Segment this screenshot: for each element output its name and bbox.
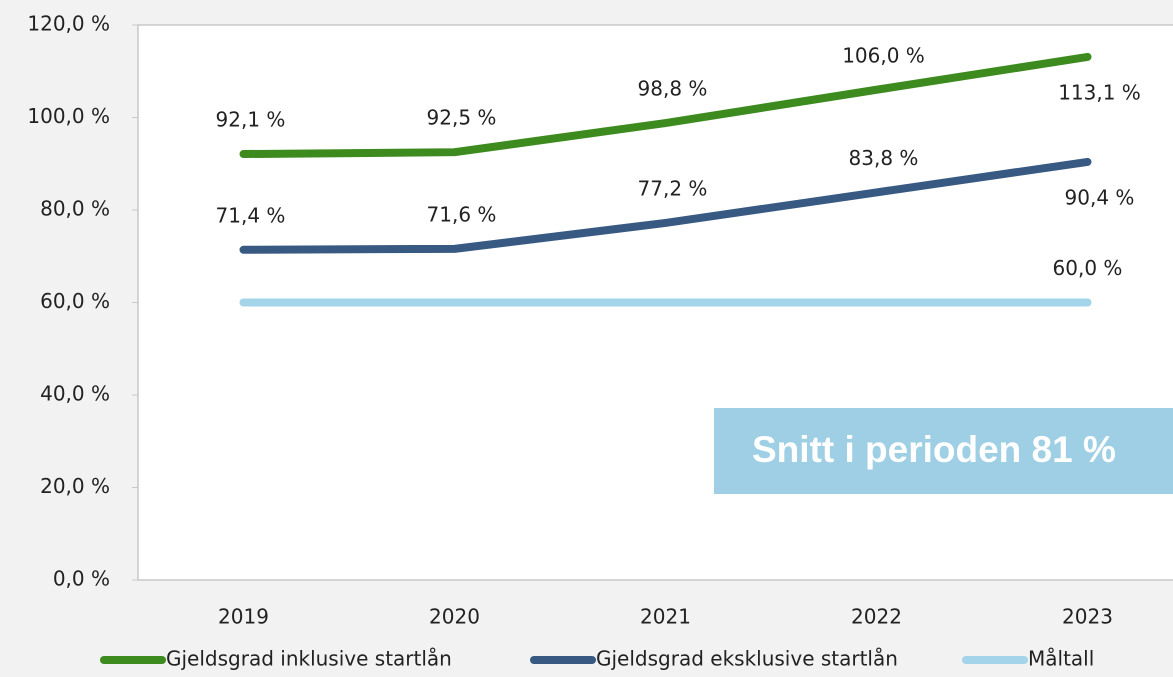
data-label: 83,8 % xyxy=(849,146,919,170)
y-tick-label: 60,0 % xyxy=(40,289,110,313)
y-tick-label: 100,0 % xyxy=(27,104,110,128)
y-tick-label: 40,0 % xyxy=(40,382,110,406)
y-tick-label: 120,0 % xyxy=(27,12,110,36)
legend-label: Gjeldsgrad eksklusive startlån xyxy=(596,647,898,671)
data-label: 113,1 % xyxy=(1058,80,1141,104)
annotation-box xyxy=(714,408,1173,494)
data-label: 98,8 % xyxy=(638,77,708,101)
data-label: 77,2 % xyxy=(638,176,708,200)
y-tick-label: 0,0 % xyxy=(53,567,110,591)
x-tick-label: 2021 xyxy=(640,605,691,629)
series-line xyxy=(239,157,1092,254)
annotation: Snitt i perioden 81 % xyxy=(752,429,1116,470)
x-tick-label: 2019 xyxy=(218,605,269,629)
data-label: 71,6 % xyxy=(427,202,497,226)
x-tick-label: 2020 xyxy=(429,605,480,629)
data-label: 92,5 % xyxy=(427,106,497,130)
x-tick-label: 2022 xyxy=(851,605,902,629)
x-tick-label: 2023 xyxy=(1062,605,1113,629)
series-line xyxy=(239,52,1092,159)
data-label: 92,1 % xyxy=(216,108,286,132)
data-label: 60,0 % xyxy=(1053,256,1123,280)
data-label: 106,0 % xyxy=(842,43,925,67)
legend-label: Gjeldsgrad inklusive startlån xyxy=(166,647,452,671)
data-label: 71,4 % xyxy=(216,203,286,227)
legend-label: Måltall xyxy=(1028,647,1094,671)
y-tick-label: 20,0 % xyxy=(40,474,110,498)
data-label: 90,4 % xyxy=(1065,185,1135,209)
y-tick-label: 80,0 % xyxy=(40,197,110,221)
